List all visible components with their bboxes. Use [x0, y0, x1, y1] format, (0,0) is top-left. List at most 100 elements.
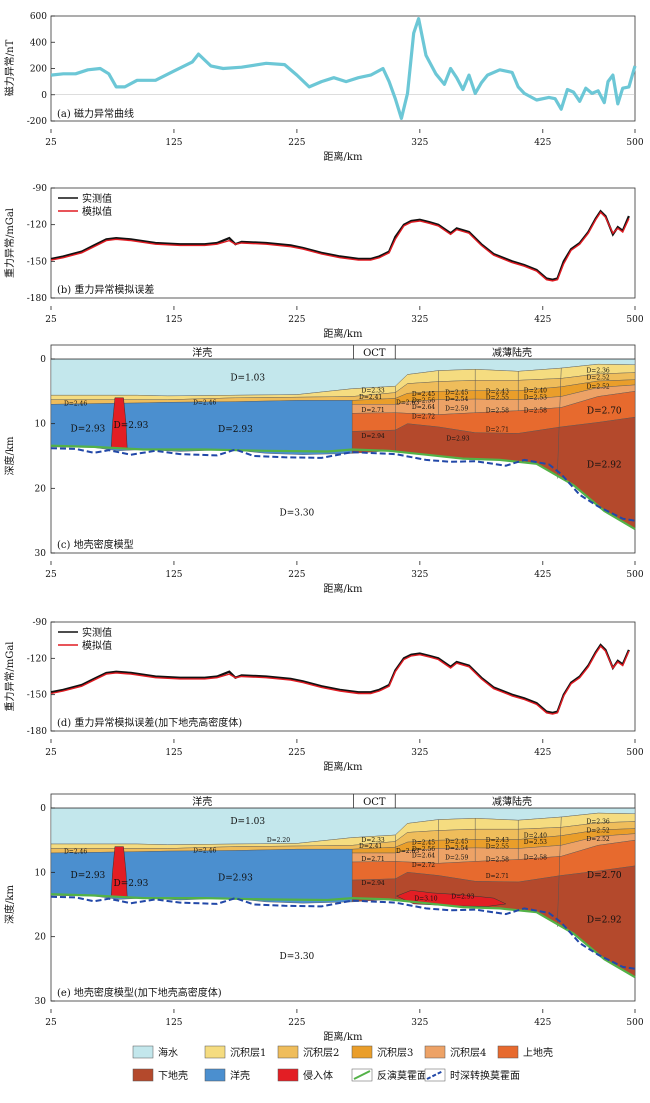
density-label: D=2.71 — [362, 856, 385, 863]
density-label: D=2.63 — [396, 399, 419, 406]
magnetic-anomaly-line — [50, 17, 637, 121]
density-label: D=2.52 — [587, 827, 610, 834]
density-label: D=2.45 — [412, 840, 435, 847]
x-axis-label: 距离/km — [324, 582, 363, 595]
gravity-caption: (d) 重力异常模拟误差(加下地壳高密度体) — [57, 716, 242, 729]
legend-swatch — [277, 1045, 299, 1059]
y-tick-label: -120 — [27, 654, 47, 664]
zone-band — [50, 793, 636, 809]
legend-swatch — [204, 1045, 226, 1059]
y-tick-label: -150 — [27, 691, 47, 701]
density-label: D=2.93 — [70, 871, 105, 881]
density-label: D=3.10 — [414, 896, 437, 903]
density-label: D=2.70 — [587, 871, 622, 881]
inverted-moho-line — [50, 893, 636, 979]
density-label: D=2.33 — [362, 388, 385, 395]
legend-label: 侵入体 — [303, 1070, 333, 1082]
density-label: D=2.45 — [412, 391, 435, 398]
y-tick-label: 20 — [35, 484, 47, 494]
zone-oceanic-label: 洋壳 — [192, 795, 212, 808]
legend-observed-label: 实测值 — [82, 192, 112, 205]
legend-swatch — [497, 1045, 519, 1059]
legend-swatch — [132, 1068, 154, 1082]
density-label: D=2.59 — [445, 406, 468, 413]
x-tick-label: 125 — [165, 138, 182, 148]
x-tick-label: 225 — [288, 748, 305, 758]
y-tick-label: 400 — [30, 38, 47, 48]
zone-thinned-label: 减薄陆壳 — [492, 346, 532, 359]
density-label: D=2.93 — [446, 435, 469, 442]
x-tick-label: 25 — [45, 315, 57, 325]
x-tick-label: 125 — [165, 748, 182, 758]
density-label: D=2.36 — [587, 818, 610, 825]
density-label: D=2.55 — [486, 844, 509, 851]
legend-swatch — [426, 1070, 444, 1080]
block-divider — [556, 368, 562, 479]
density-label: D=2.36 — [587, 368, 610, 375]
density-label: D=2.46 — [193, 847, 216, 854]
x-axis-label: 距离/km — [324, 327, 363, 340]
y-tick-label: 600 — [30, 12, 47, 22]
y-tick-label: 20 — [35, 933, 47, 943]
density-label: D=2.94 — [362, 433, 385, 440]
x-tick-label: 325 — [411, 138, 428, 148]
legend-label: 上地壳 — [523, 1046, 553, 1059]
y-tick-label: 30 — [35, 997, 47, 1007]
legend-label: 海水 — [158, 1046, 178, 1059]
y-axis-label: 重力异常/mGal — [3, 208, 16, 278]
density-label: D=2.64 — [412, 853, 435, 860]
legend-modeled-label: 模拟值 — [82, 205, 112, 218]
density-label: D=2.54 — [445, 396, 468, 403]
density-label: D=2.46 — [64, 849, 87, 856]
density-label: D=2.46 — [64, 401, 87, 408]
legend-swatch — [277, 1068, 299, 1082]
y-tick-label: 0 — [40, 355, 46, 365]
density-label: D=2.70 — [587, 406, 622, 416]
density-label: D=2.52 — [587, 375, 610, 382]
density-label: D=2.93 — [451, 894, 474, 901]
y-axis-label: 深度/km — [3, 436, 16, 475]
density-label: D=2.59 — [445, 854, 468, 861]
inverted-moho-line — [50, 444, 636, 531]
y-tick-label: -90 — [33, 618, 48, 628]
zone-thinned-label: 减薄陆壳 — [492, 795, 532, 808]
density-label: D=2.64 — [412, 404, 435, 411]
legend-label: 沉积层2 — [303, 1046, 339, 1059]
density-label: D=3.30 — [279, 508, 314, 518]
density-label: D=1.03 — [230, 817, 265, 827]
x-tick-label: 225 — [288, 315, 305, 325]
density-label: D=2.45 — [445, 390, 468, 397]
legend-modeled-label: 模拟值 — [82, 639, 112, 652]
x-axis-label: 距离/km — [324, 150, 363, 163]
density-label: D=2.43 — [486, 837, 509, 844]
gravity-panel-frame — [50, 187, 636, 299]
density-label: D=2.93 — [218, 874, 253, 884]
zone-oct-label: OCT — [363, 797, 386, 808]
x-tick-label: 125 — [165, 570, 182, 580]
x-tick-label: 25 — [45, 570, 57, 580]
legend-label: 沉积层1 — [230, 1046, 266, 1059]
y-tick-label: 30 — [35, 549, 47, 559]
density-label: D=2.71 — [362, 407, 385, 414]
block-divider — [556, 816, 562, 928]
y-tick-label: -90 — [33, 184, 48, 194]
density-label: D=2.92 — [587, 461, 622, 471]
density-label: D=2.55 — [486, 395, 509, 402]
x-tick-label: 500 — [626, 1018, 643, 1028]
density-label: D=2.56 — [412, 846, 435, 853]
observed-line — [50, 643, 630, 714]
x-tick-label: 325 — [411, 570, 428, 580]
density-label: D=2.71 — [486, 873, 509, 880]
density-label: D=2.93 — [114, 421, 149, 431]
legend-observed-label: 实测值 — [82, 626, 112, 639]
density-label: D=1.03 — [230, 373, 265, 383]
y-tick-label: -150 — [27, 257, 47, 267]
legend-swatch — [351, 1045, 373, 1059]
x-tick-label: 25 — [45, 138, 57, 148]
density-label: D=3.30 — [279, 952, 314, 962]
legend-swatch — [353, 1070, 371, 1080]
x-tick-label: 500 — [626, 315, 643, 325]
legend-label: 反演莫霍面 — [377, 1069, 427, 1082]
y-tick-label: 10 — [35, 420, 47, 430]
